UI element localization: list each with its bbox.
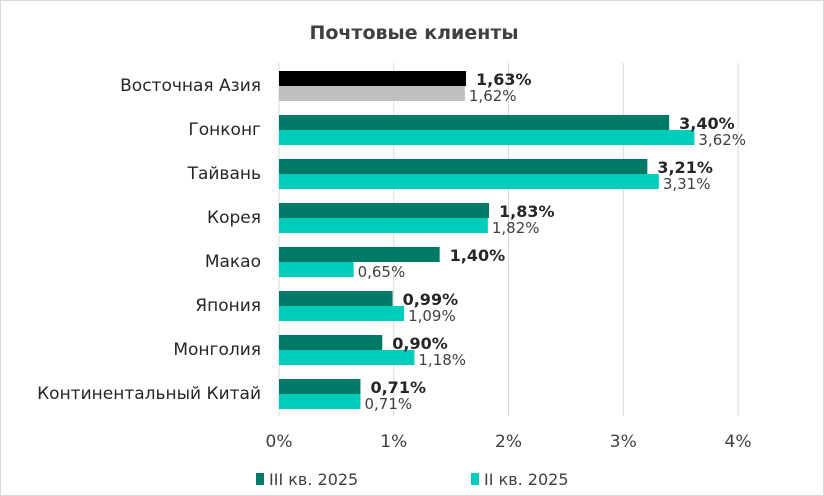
x-tick-label: 2% <box>495 432 522 452</box>
data-label-q3: 1,40% <box>450 246 506 265</box>
bar-q2 <box>279 86 465 101</box>
bar-q2 <box>279 306 405 321</box>
bars <box>279 71 695 409</box>
category-label: Гонконг <box>188 120 261 140</box>
legend: III кв. 2025 II кв. 2025 <box>256 470 569 489</box>
x-tick-label: 4% <box>725 432 752 452</box>
category-label: Япония <box>195 296 261 316</box>
bar-q2 <box>279 262 354 277</box>
legend-label: II кв. 2025 <box>484 470 569 489</box>
data-label-q3: 3,21% <box>657 158 713 177</box>
category-label: Восточная Азия <box>120 76 261 96</box>
category-label: Континентальный Китай <box>37 384 261 404</box>
bar-q3 <box>279 247 440 262</box>
bar-q3 <box>279 71 467 86</box>
chart-title: Почтовые клиенты <box>309 22 518 44</box>
data-label-q3: 0,99% <box>403 290 459 309</box>
x-tick-label: 1% <box>380 432 407 452</box>
data-label-q3: 1,63% <box>476 70 532 89</box>
bar-q2 <box>279 218 488 233</box>
bar-q2 <box>279 394 361 409</box>
bar-q2 <box>279 174 659 189</box>
bar-q2 <box>279 130 695 145</box>
data-label-q2: 3,31% <box>663 175 711 193</box>
category-label: Тайвань <box>187 164 261 184</box>
bar-q3 <box>279 203 489 218</box>
bar-q2 <box>279 350 415 365</box>
bar-q3 <box>279 379 361 394</box>
data-label-q2: 1,18% <box>418 351 466 369</box>
data-label-q3: 0,90% <box>392 334 448 353</box>
x-tick-label: 3% <box>610 432 637 452</box>
data-label-q2: 1,09% <box>408 307 456 325</box>
data-label-q2: 1,82% <box>492 219 540 237</box>
bar-q3 <box>279 159 648 174</box>
bar-q3 <box>279 291 393 306</box>
data-label-q2: 0,71% <box>364 395 412 413</box>
data-label-q3: 1,83% <box>499 202 555 221</box>
data-label-q3: 0,71% <box>370 378 426 397</box>
x-axis-ticks: 0% 1% 2% 3% 4% <box>266 432 752 452</box>
legend-swatch <box>256 473 264 485</box>
legend-swatch <box>471 473 479 485</box>
category-labels: Восточная Азия Гонконг Тайвань Корея Макао Яп… <box>37 76 261 404</box>
data-label-q2: 0,65% <box>358 263 406 281</box>
data-label-q2: 1,62% <box>469 87 517 105</box>
legend-label: III кв. 2025 <box>269 470 358 489</box>
data-label-q2: 3,62% <box>698 131 746 149</box>
bar-q3 <box>279 335 383 350</box>
data-labels: 1,63%1,62% 3,40%3,62% 3,21%3,31% 1,83%1,82%… <box>358 70 746 413</box>
x-tick-label: 0% <box>266 432 293 452</box>
category-label: Макао <box>205 252 261 272</box>
category-label: Монголия <box>173 340 261 360</box>
data-label-q3: 3,40% <box>679 114 735 133</box>
bar-q3 <box>279 115 670 130</box>
category-label: Корея <box>207 208 261 228</box>
